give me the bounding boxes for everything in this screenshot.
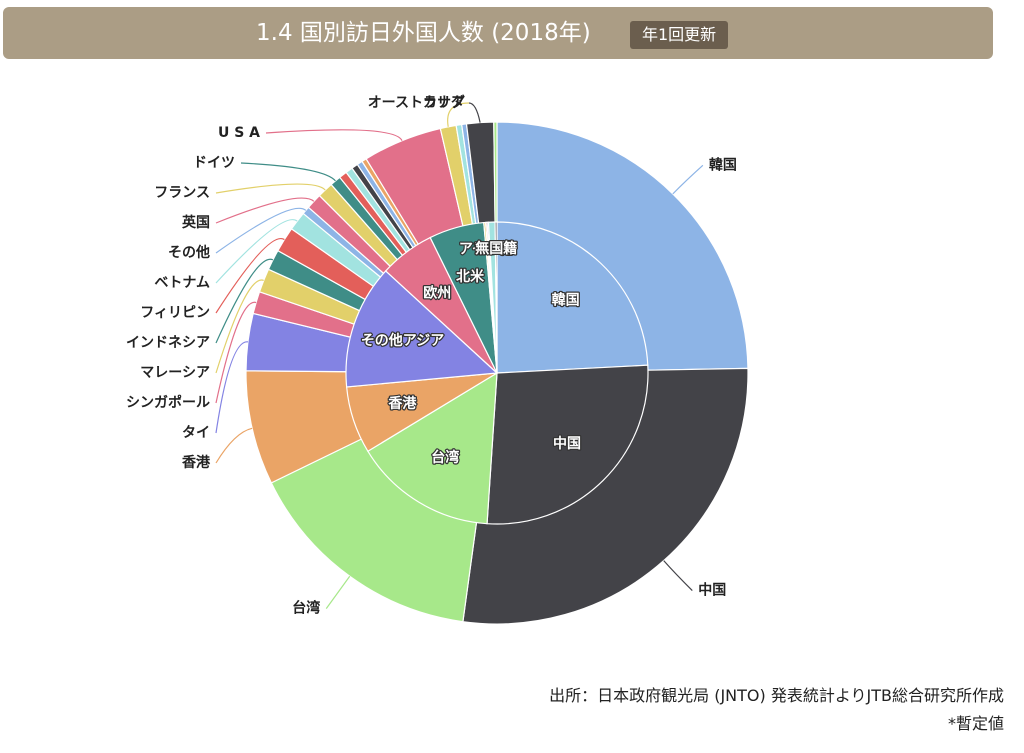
connector-2 <box>325 575 351 609</box>
inner-label-1: 中国 <box>553 435 581 452</box>
connector-9 <box>215 219 298 284</box>
connector-19 <box>265 129 403 141</box>
inner-label-7: アフリカ <box>459 242 515 258</box>
outer-label-0: 韓国 <box>709 156 737 173</box>
chart-labels: 韓国中国カナダオーストラリア台湾香港タイシンガポールマレーシアインドネシアフィリ… <box>126 94 737 617</box>
chart-header: 1.4 国別訪日外国人数 (2018年) 年1回更新 <box>3 7 993 59</box>
outer-label-7: インドネシア <box>126 335 210 351</box>
outer-label-11: 英国 <box>181 214 210 231</box>
connector-4 <box>215 341 249 434</box>
outer-label-5: シンガポール <box>126 394 210 411</box>
inner-slice-4 <box>345 270 499 388</box>
outer-label-23: オーストラリア <box>368 95 465 111</box>
connector-10 <box>215 207 307 254</box>
connector-12 <box>215 183 326 194</box>
connector-7 <box>215 258 274 344</box>
inner-slice-1 <box>486 364 649 525</box>
source-note: 出所：日本政府観光局 (JNTO) 発表統計よりJTB総合研究所作成 <box>549 686 1004 705</box>
outer-label-6: マレーシア <box>140 365 210 381</box>
connector-5 <box>215 301 257 404</box>
inner-label-11: 無国籍 <box>475 240 517 257</box>
inner-slice-0 <box>496 221 649 374</box>
connector-6 <box>215 279 264 374</box>
connector-11 <box>215 197 315 224</box>
inner-label-0: 韓国 <box>552 292 580 309</box>
outer-label-4: タイ <box>182 425 210 441</box>
outer-label-3: 香港 <box>181 454 211 471</box>
outer-label-9: ベトナム <box>154 275 210 291</box>
outer-label-12: フランス <box>154 185 210 201</box>
connector-13 <box>240 162 336 182</box>
inner-label-2: 台湾 <box>431 449 459 466</box>
inner-label-3: 香港 <box>387 395 417 412</box>
connector-20 <box>447 102 470 127</box>
outer-label-20: カナダ <box>423 94 465 111</box>
inner-label-6: 北米 <box>456 268 485 285</box>
connector-23 <box>468 102 481 123</box>
inner-label-10: その他 <box>472 240 514 257</box>
connector-3 <box>215 427 253 464</box>
inner-label-5: 欧州 <box>423 284 451 301</box>
connector-8 <box>215 238 285 314</box>
outer-label-8: フィリピン <box>140 305 210 321</box>
connector-1 <box>663 560 693 591</box>
inner-label-4: その他アジア <box>361 332 444 349</box>
inner-slice-2 <box>367 371 498 525</box>
chart-title: 1.4 国別訪日外国人数 (2018年) <box>256 20 591 46</box>
outer-label-2: 台湾 <box>292 600 320 617</box>
connector-0 <box>672 164 704 195</box>
provisional-note: *暫定値 <box>947 714 1004 733</box>
outer-label-19: U S A <box>218 125 260 141</box>
inner-slice-11 <box>494 221 498 374</box>
outer-label-10: その他 <box>168 244 210 261</box>
outer-label-1: 中国 <box>698 582 726 599</box>
outer-label-13: ドイツ <box>193 155 235 171</box>
update-frequency-badge: 年1回更新 <box>630 21 729 49</box>
